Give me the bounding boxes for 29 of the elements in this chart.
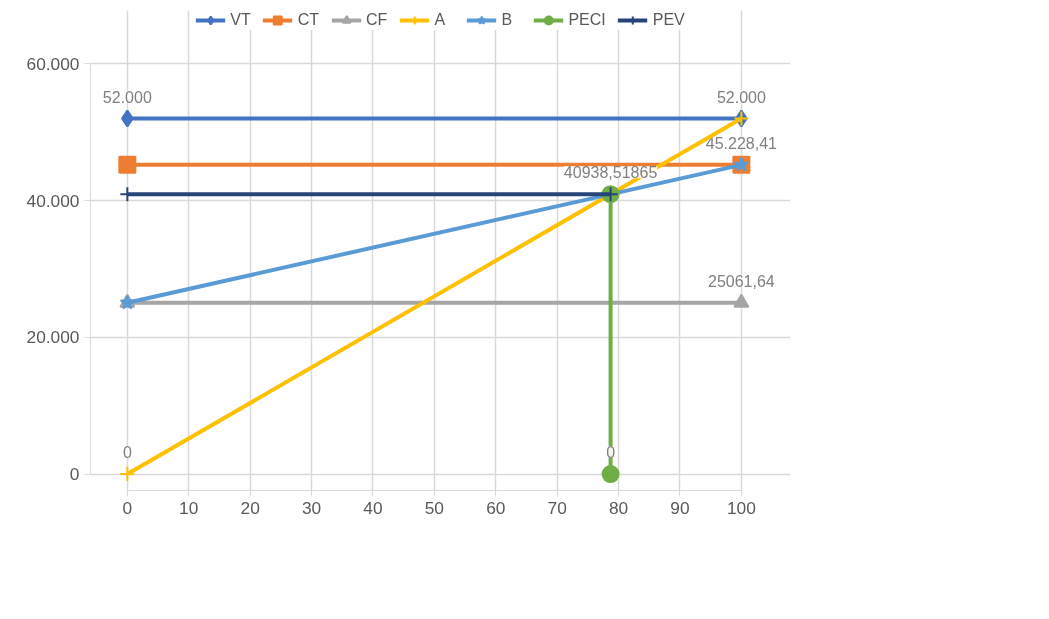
legend-label: CF [366,11,388,29]
x-tick-label: 40 [363,497,383,518]
x-tick-label: 0 [122,497,133,518]
data-label: 0 [122,444,132,462]
legend-label: B [501,11,514,29]
data-label: 52.000 [716,88,766,106]
x-tick-label: 50 [424,497,444,518]
x-tick-label: 60 [486,497,506,518]
y-tick-label: 60.000 [26,53,80,74]
x-tick-label: 70 [547,497,567,518]
data-label: 40938,51865 [563,164,658,182]
data-label: 45.228,41 [705,134,778,152]
legend-label: CT [297,11,320,29]
legend-label: VT [230,11,251,29]
data-label: 25061,64 [708,272,775,290]
legend-label: A [434,11,447,29]
x-tick-label: 10 [179,497,199,518]
x-tick-label: 30 [301,497,322,518]
data-label: 0 [606,444,616,462]
legend-label: PECI [568,11,606,29]
x-tick-label: 20 [240,497,260,518]
y-tick-label: 40.000 [26,190,80,211]
y-tick-label: 20.000 [26,327,80,348]
data-label: 52.000 [102,88,152,106]
legend-label: PEV [652,11,685,29]
y-tick-label: 0 [69,464,80,485]
x-tick-label: 90 [670,497,690,518]
x-tick-label: 80 [608,497,629,518]
x-tick-label: 100 [726,497,756,518]
